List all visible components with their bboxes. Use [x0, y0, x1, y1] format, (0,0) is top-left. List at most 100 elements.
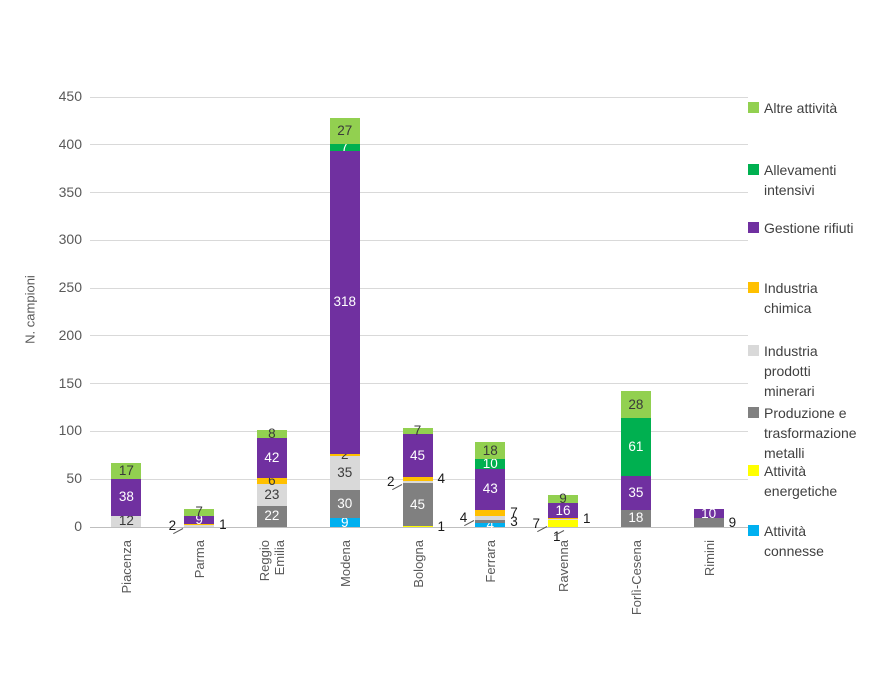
callout-value-label: 9 — [728, 514, 737, 530]
y-tick-label: 150 — [58, 374, 82, 391]
bar-segment — [693, 508, 724, 519]
bar-segment — [402, 427, 433, 435]
callout-value-label: 1 — [583, 510, 591, 526]
bar-segment — [184, 515, 215, 525]
bar-segment — [620, 391, 651, 419]
bar-segment — [256, 505, 287, 527]
bar-segment — [256, 438, 287, 479]
bar-segment — [184, 524, 215, 526]
legend-label: Industria chimica — [764, 280, 818, 316]
gridline-300 — [90, 239, 748, 241]
bar-segment — [548, 520, 579, 527]
bar-segment — [111, 479, 142, 516]
legend-label: Industria prodotti minerari — [764, 343, 818, 399]
callout-value-label: 1 — [553, 529, 561, 544]
legend-swatch-icon — [748, 407, 759, 418]
bar-segment — [548, 518, 579, 520]
legend-swatch-icon — [748, 465, 759, 476]
bar-segment — [402, 481, 433, 484]
bar-segment — [329, 150, 360, 455]
legend-label: Produzione e trasformazione metalli — [764, 405, 857, 461]
legend-swatch-icon — [748, 164, 759, 175]
legend-swatch-icon — [748, 345, 759, 356]
bar-segment — [329, 454, 360, 457]
y-tick-label: 100 — [58, 422, 82, 439]
bar-segment — [620, 509, 651, 527]
y-tick-label: 0 — [74, 518, 82, 534]
legend-swatch-icon — [748, 102, 759, 113]
callout-value-label: 4 — [437, 471, 446, 487]
legend-swatch-icon — [748, 525, 759, 536]
bar-segment — [402, 477, 433, 482]
callout-value-label: 3 — [510, 513, 518, 529]
gridline-150 — [90, 383, 748, 385]
bar-segment — [402, 434, 433, 478]
x-category-label: Ravenna — [555, 540, 571, 593]
legend-swatch-icon — [748, 282, 759, 293]
legend-label: Gestione rifiuti — [764, 220, 854, 236]
y-tick-label: 50 — [66, 470, 82, 487]
bar-segment — [475, 509, 506, 517]
y-tick-label: 450 — [58, 88, 82, 104]
x-category-label: Reggio Emilia — [256, 540, 287, 582]
bar-segment — [620, 476, 651, 510]
callout-value-label: 7 — [532, 515, 541, 531]
bar-segment — [693, 518, 724, 527]
bar-segment — [111, 515, 142, 527]
bar-segment — [256, 430, 287, 439]
bar-segment — [475, 459, 506, 469]
x-category-label: Rimini — [701, 540, 717, 577]
bar-segment — [620, 418, 651, 477]
bar-segment — [548, 519, 579, 521]
gridline-250 — [90, 287, 748, 289]
bar-segment — [475, 523, 506, 527]
callout-value-label: 2 — [386, 474, 395, 490]
bar-segment — [329, 118, 360, 144]
bar-segment — [475, 516, 506, 521]
callout-value-label: 2 — [168, 518, 177, 534]
bar-segment — [329, 456, 360, 490]
gridline-450 — [90, 96, 748, 98]
y-tick-label: 300 — [58, 231, 82, 248]
bar-segment — [475, 441, 506, 460]
legend-label: Attività energetiche — [764, 463, 838, 499]
x-category-label: Ferrara — [482, 540, 498, 583]
bar-segment — [256, 484, 287, 506]
callout-value-label: 1 — [437, 518, 446, 534]
x-category-label: Forlì-Cesena — [628, 540, 644, 616]
bar-segment — [402, 526, 433, 528]
bar-segment — [475, 468, 506, 510]
bar-segment — [402, 483, 433, 527]
y-tick-label: 400 — [58, 135, 82, 152]
x-category-label: Parma — [191, 540, 207, 579]
bar-segment — [548, 494, 579, 504]
legend: Altre attività Allevamenti intensivi Gestio… — [748, 0, 882, 682]
callout-value-label: 4 — [459, 510, 468, 526]
y-tick-label: 250 — [58, 279, 82, 296]
bar-segment — [256, 478, 287, 484]
bar-segment — [329, 143, 360, 151]
legend-label: Attività connesse — [764, 523, 824, 559]
legend-label: Allevamenti intensivi — [764, 162, 837, 198]
bar-segment — [475, 520, 506, 524]
gridline-350 — [90, 192, 748, 194]
bar-segment — [329, 489, 360, 519]
bar-segment — [184, 525, 215, 527]
callout-value-label: 1 — [219, 516, 227, 532]
y-axis-title: N. campioni — [22, 275, 38, 344]
y-tick-label: 350 — [58, 183, 82, 200]
legend-swatch-icon — [748, 222, 759, 233]
bar-segment — [548, 503, 579, 519]
bar-segment — [329, 518, 360, 527]
callout-value-label: 7 — [510, 505, 518, 521]
y-tick-label: 200 — [58, 326, 82, 343]
legend-label: Altre attività — [764, 100, 838, 116]
bar-segment — [111, 462, 142, 480]
gridline-400 — [90, 144, 748, 146]
bar-segment — [184, 508, 215, 516]
x-category-label: Bologna — [410, 540, 425, 588]
x-category-label: Modena — [337, 540, 353, 587]
x-category-label: Piacenza — [118, 540, 134, 594]
gridline-200 — [90, 335, 748, 337]
